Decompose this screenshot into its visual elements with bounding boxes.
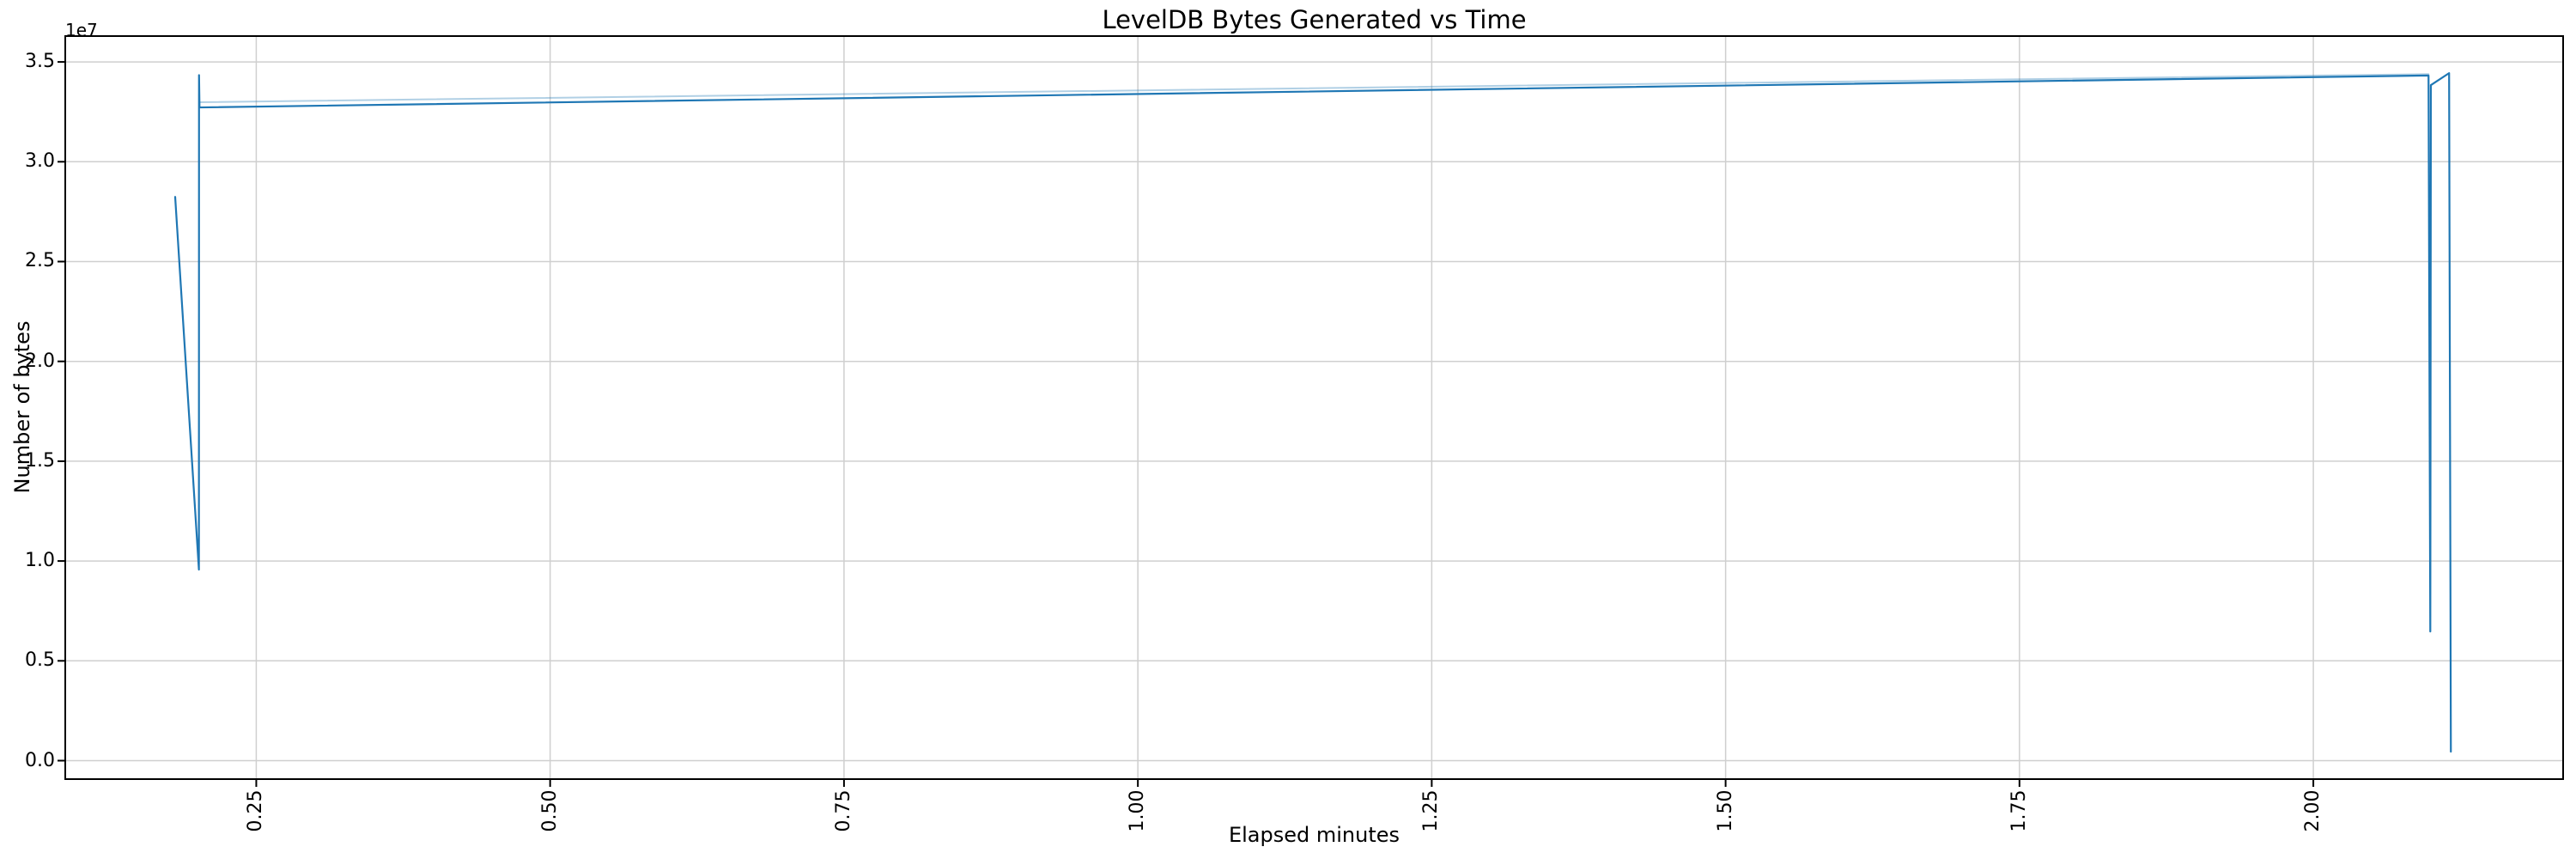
x-tick-label: 1.00 (1127, 789, 1149, 832)
y-axis-offset-text: 1e7 (65, 20, 98, 40)
data-line-halo (198, 73, 2430, 104)
x-tick-label: 1.75 (2008, 789, 2030, 832)
y-tick-label: 0.0 (25, 749, 55, 771)
chart-title: LevelDB Bytes Generated vs Time (1102, 5, 1527, 34)
y-tick-label: 2.5 (25, 250, 55, 272)
x-tick-label: 0.75 (832, 789, 854, 832)
y-tick-label: 0.5 (25, 649, 55, 672)
x-tick-label: 1.25 (1420, 789, 1443, 832)
x-tick-label: 1.50 (1714, 789, 1736, 832)
x-tick-label: 0.25 (245, 789, 267, 832)
y-tick-label: 3.5 (25, 51, 55, 73)
x-axis-label: Elapsed minutes (1228, 823, 1400, 847)
axes-spines (64, 35, 2564, 780)
x-tick-label: 2.00 (2302, 789, 2324, 832)
y-tick-label: 1.5 (25, 449, 55, 472)
y-tick-label: 1.0 (25, 550, 55, 572)
y-tick-label: 3.0 (25, 150, 55, 173)
x-tick-label: 0.50 (538, 789, 561, 832)
data-line (173, 72, 2452, 753)
y-tick-label: 2.0 (25, 350, 55, 372)
